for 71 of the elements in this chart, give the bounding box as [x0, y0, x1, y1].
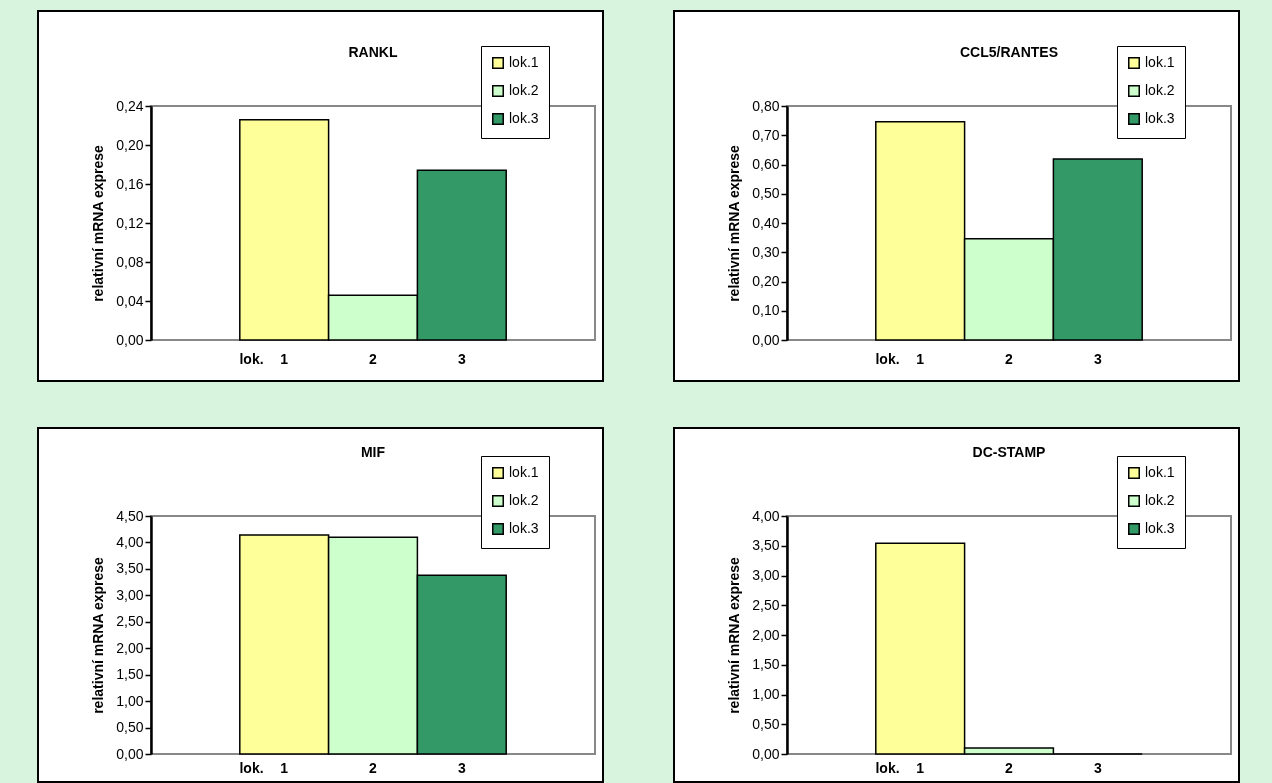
y-tick-label: 0,08	[116, 253, 144, 270]
y-tick-label: 1,00	[752, 686, 780, 702]
legend-label: lok.1	[1145, 54, 1175, 70]
y-tick-label: 4,00	[116, 533, 144, 550]
y-tick-label: 0,00	[116, 745, 144, 762]
y-tick-label: 0,40	[752, 214, 780, 231]
legend-label: lok.3	[1145, 110, 1175, 126]
legend-label: lok.2	[1145, 492, 1175, 508]
y-tick-label: 0,12	[116, 214, 144, 231]
y-tick-label: 3,50	[116, 560, 144, 577]
y-tick-label: 0,50	[752, 715, 780, 732]
y-axis-title: relativní mRNA exprese	[90, 556, 107, 714]
x-axis-title: lok.	[875, 350, 900, 367]
legend-label: lok.2	[509, 82, 539, 98]
y-tick-label: 2,50	[116, 613, 144, 630]
y-tick-label: 0,16	[116, 175, 144, 192]
y-tick-label: 2,00	[116, 639, 144, 656]
y-tick-label: 2,00	[752, 626, 780, 643]
y-axis-title: relativní mRNA exprese	[726, 144, 743, 302]
y-axis-title: relativní mRNA exprese	[90, 144, 107, 302]
y-tick-label: 1,00	[116, 692, 144, 709]
x-tick-label: 3	[457, 350, 466, 367]
legend-label: lok.2	[1145, 82, 1175, 98]
y-tick-label: 3,50	[752, 537, 780, 554]
y-tick-label: 0,20	[116, 136, 144, 153]
x-tick-label: 3	[457, 759, 466, 776]
y-tick-label: 0,24	[116, 97, 144, 114]
x-tick-label: 2	[1005, 759, 1014, 776]
x-axis-title: lok.	[875, 759, 900, 776]
x-tick-label: 1	[916, 759, 925, 776]
y-tick-label: 0,80	[752, 97, 780, 114]
legend-label: lok.1	[1145, 464, 1175, 480]
x-tick-label: 3	[1093, 759, 1102, 776]
x-tick-label: 2	[1005, 350, 1014, 367]
x-tick-label: 2	[369, 350, 378, 367]
x-tick-label: 1	[280, 350, 289, 367]
x-axis-title: lok.	[239, 350, 264, 367]
y-tick-label: 0,00	[116, 331, 144, 348]
y-tick-label: 1,50	[116, 666, 144, 683]
legend-label: lok.1	[509, 54, 539, 70]
y-axis-title: relativní mRNA exprese	[726, 556, 743, 714]
legend-label: lok.1	[509, 464, 539, 480]
x-tick-label: 2	[369, 759, 378, 776]
y-tick-label: 0,70	[752, 126, 780, 143]
y-tick-label: 3,00	[752, 567, 780, 583]
chart-title: MIF	[360, 443, 386, 460]
y-tick-label: 0,00	[752, 745, 780, 762]
y-tick-label: 4,50	[116, 507, 144, 524]
y-tick-label: 0,00	[752, 331, 780, 348]
y-tick-label: 0,04	[116, 292, 144, 309]
y-tick-label: 4,00	[752, 507, 780, 524]
y-tick-label: 0,30	[752, 243, 780, 260]
y-tick-label: 0,60	[752, 156, 780, 172]
x-tick-label: 3	[1093, 350, 1102, 367]
y-tick-label: 1,50	[752, 656, 780, 673]
x-axis-title: lok.	[239, 759, 264, 776]
legend-label: lok.3	[509, 520, 539, 536]
legend-label: lok.3	[509, 110, 539, 126]
chart-title: CCL5/RANTES	[959, 43, 1059, 60]
y-tick-label: 2,50	[752, 596, 780, 613]
x-tick-label: 1	[280, 759, 289, 776]
legend-label: lok.2	[509, 492, 539, 508]
x-tick-label: 1	[916, 350, 925, 367]
chart-title: RANKL	[348, 43, 398, 60]
y-tick-label: 0,50	[752, 185, 780, 202]
y-tick-label: 0,20	[752, 273, 780, 289]
y-tick-label: 3,00	[116, 586, 144, 603]
chart-title: DC-STAMP	[972, 443, 1046, 460]
legend-label: lok.3	[1145, 520, 1175, 536]
y-tick-label: 0,10	[752, 302, 780, 319]
y-tick-label: 0,50	[116, 719, 144, 736]
